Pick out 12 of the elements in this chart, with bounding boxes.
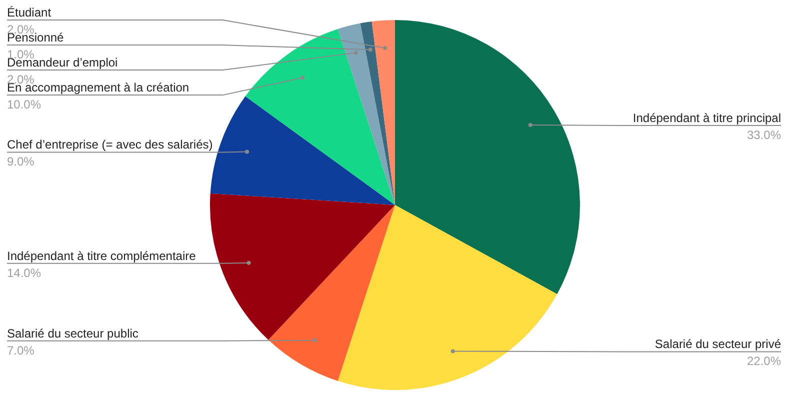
slice-label: Indépendant à titre complémentaire [7, 248, 196, 263]
slice-label: Étudiant [7, 6, 52, 20]
slice-label: Salarié du secteur public [7, 326, 138, 340]
slice-label: Salarié du secteur privé [654, 337, 782, 352]
data-label: 10.0% [7, 98, 42, 112]
data-label: 14.0% [7, 266, 42, 280]
data-label: 7.0% [7, 343, 35, 358]
slice-label: Chef d’entreprise (= avec des salariés) [7, 138, 213, 152]
data-label: 33.0% [746, 128, 782, 142]
data-label: 22.0% [746, 354, 782, 368]
slice-label: Indépendant à titre principal [632, 110, 781, 125]
data-label: 9.0% [7, 154, 35, 169]
